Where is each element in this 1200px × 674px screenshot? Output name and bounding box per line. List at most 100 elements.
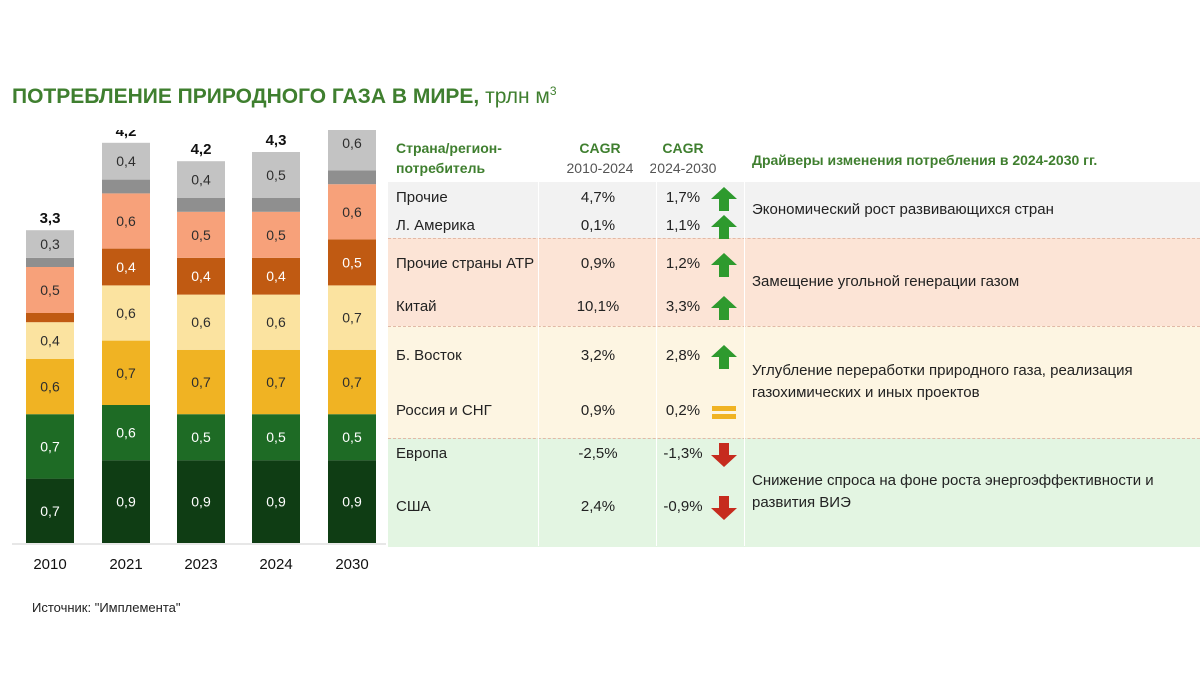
country-name: Б. Восток xyxy=(396,347,462,364)
bar-segment xyxy=(252,198,300,212)
bar-value-label: 0,7 xyxy=(266,374,286,390)
cagr-2010-2024: 0,9% xyxy=(580,402,616,419)
country-name: Китай xyxy=(396,298,437,315)
driver-text: Экономический рост развивающихся стран xyxy=(752,201,1054,218)
bar-segment xyxy=(102,340,150,405)
bar-value-label: 0,5 xyxy=(191,429,211,445)
country-name: Европа xyxy=(396,445,448,462)
x-tick-label: 2030 xyxy=(335,556,368,573)
bar-segment xyxy=(252,152,300,198)
cagr-2010-2024: 0,9% xyxy=(580,255,616,272)
country-name: Прочие xyxy=(396,189,448,206)
bar-value-label: 0,6 xyxy=(266,314,286,330)
bar-segment xyxy=(252,349,300,415)
column-separator xyxy=(744,136,745,546)
table-row: США 2,4% -0,9% xyxy=(388,493,1200,521)
bar-segment xyxy=(328,414,376,461)
table-row: Европа -2,5% -1,3% xyxy=(388,440,1200,468)
arrow-up-icon xyxy=(710,214,740,240)
arrow-up-icon xyxy=(710,186,740,212)
bar-segment xyxy=(102,405,150,461)
bar-value-label: 0,5 xyxy=(191,227,211,243)
bar-segment xyxy=(328,349,376,415)
bar-value-label: 0,5 xyxy=(266,429,286,445)
driver-band xyxy=(388,182,1200,238)
bar-value-label: 0,4 xyxy=(266,268,286,284)
cagr-2024-2030: -1,3% xyxy=(663,445,703,462)
driver-band xyxy=(388,238,1200,327)
bar-segment xyxy=(26,230,74,258)
bar-value-label: 0,5 xyxy=(266,227,286,243)
bar-segment xyxy=(26,313,74,323)
header-cagr2-label: CAGR xyxy=(662,140,704,156)
bar-value-label: 0,9 xyxy=(266,494,286,510)
arrow-up-icon xyxy=(710,252,740,278)
bar-segment xyxy=(26,478,74,543)
table-row: Л. Америка 0,1% 1,1% xyxy=(388,212,1200,240)
country-name: Л. Америка xyxy=(396,217,475,234)
stacked-bar-chart: 0,7 0,7 0,6 0,4 0,5 0,3 3,3 2010 0,9 0,6 0,7 0,6 0,4… xyxy=(12,130,386,573)
table-row: Прочие 4,7% 1,7% xyxy=(388,184,1200,212)
arrow-up-icon xyxy=(710,295,740,321)
bar-segment xyxy=(102,142,150,180)
bar-value-label: 0,6 xyxy=(342,204,362,220)
driver-text: Углубление переработки природного газа, … xyxy=(752,362,1133,401)
cagr-table: Страна/регион- потребитель CAGR 2010-202… xyxy=(388,136,1200,547)
cagr-2010-2024: 10,1% xyxy=(576,298,620,315)
bar-value-label: 0,4 xyxy=(116,259,136,275)
table-row: Б. Восток 3,2% 2,8% xyxy=(388,342,1200,370)
arrow-down-icon xyxy=(710,442,740,468)
bar-value-label: 0,9 xyxy=(116,494,136,510)
bar-segment xyxy=(102,193,150,249)
column-separator xyxy=(656,136,657,546)
header-cagr-2024-2030: CAGR 2024-2030 xyxy=(633,138,733,178)
bar-segment xyxy=(328,460,376,543)
driver-band xyxy=(388,326,1200,439)
bar-segment xyxy=(26,267,74,313)
arrow-down-icon xyxy=(710,495,740,521)
header-cagr1-period: 2010-2024 xyxy=(566,160,634,176)
bar-segment xyxy=(177,414,225,461)
arrow-up-icon xyxy=(710,344,740,370)
bar-total-label: 4,2 xyxy=(191,141,212,158)
bar-value-label: 0,5 xyxy=(342,429,362,445)
cagr-2024-2030: 0,2% xyxy=(665,402,701,419)
title-unit: трлн м xyxy=(485,85,550,108)
cagr-2024-2030: 1,2% xyxy=(665,255,701,272)
bar-value-label: 0,3 xyxy=(40,236,60,252)
header-cagr2-period: 2024-2030 xyxy=(649,160,717,176)
bar-segment xyxy=(177,211,225,258)
x-tick-label: 2023 xyxy=(184,556,217,573)
bar-value-label: 0,4 xyxy=(40,333,60,349)
bar-value-label: 0,7 xyxy=(342,310,362,326)
cagr-2010-2024: -2,5% xyxy=(578,445,618,462)
title-main: ПОТРЕБЛЕНИЕ ПРИРОДНОГО ГАЗА В МИРЕ, xyxy=(12,85,480,108)
cagr-2010-2024: 0,1% xyxy=(580,217,616,234)
bar-segment xyxy=(252,211,300,258)
chart-title: ПОТРЕБЛЕНИЕ ПРИРОДНОГО ГАЗА В МИРЕ, трлн… xyxy=(12,84,557,109)
x-tick-label: 2021 xyxy=(109,556,142,573)
cagr-2024-2030: 2,8% xyxy=(665,347,701,364)
bar-segment xyxy=(328,184,376,240)
bar-value-label: 0,6 xyxy=(116,305,136,321)
x-tick-label: 2024 xyxy=(259,556,292,573)
bar-value-label: 0,7 xyxy=(191,374,211,390)
cagr-2010-2024: 4,7% xyxy=(580,189,616,206)
bar-segment xyxy=(177,460,225,543)
driver-band xyxy=(388,438,1200,547)
table-row: Китай 10,1% 3,3% xyxy=(388,293,1200,321)
table-row: Прочие страны АТР 0,9% 1,2% xyxy=(388,250,1200,278)
table-row: Россия и СНГ 0,9% 0,2% xyxy=(388,397,1200,425)
bar-value-label: 0,7 xyxy=(342,374,362,390)
cagr-2010-2024: 3,2% xyxy=(580,347,616,364)
bar-total-label: 4,2 xyxy=(116,130,137,140)
bar-segment xyxy=(102,248,150,286)
bar-value-label: 0,5 xyxy=(342,254,362,270)
cagr-2024-2030: 1,1% xyxy=(665,217,701,234)
cagr-2010-2024: 2,4% xyxy=(580,498,616,515)
bar-segment xyxy=(177,257,225,295)
bar-value-label: 0,9 xyxy=(342,494,362,510)
bar-value-label: 0,6 xyxy=(40,379,60,395)
bar-segment xyxy=(328,170,376,185)
bar-value-label: 0,4 xyxy=(191,268,211,284)
